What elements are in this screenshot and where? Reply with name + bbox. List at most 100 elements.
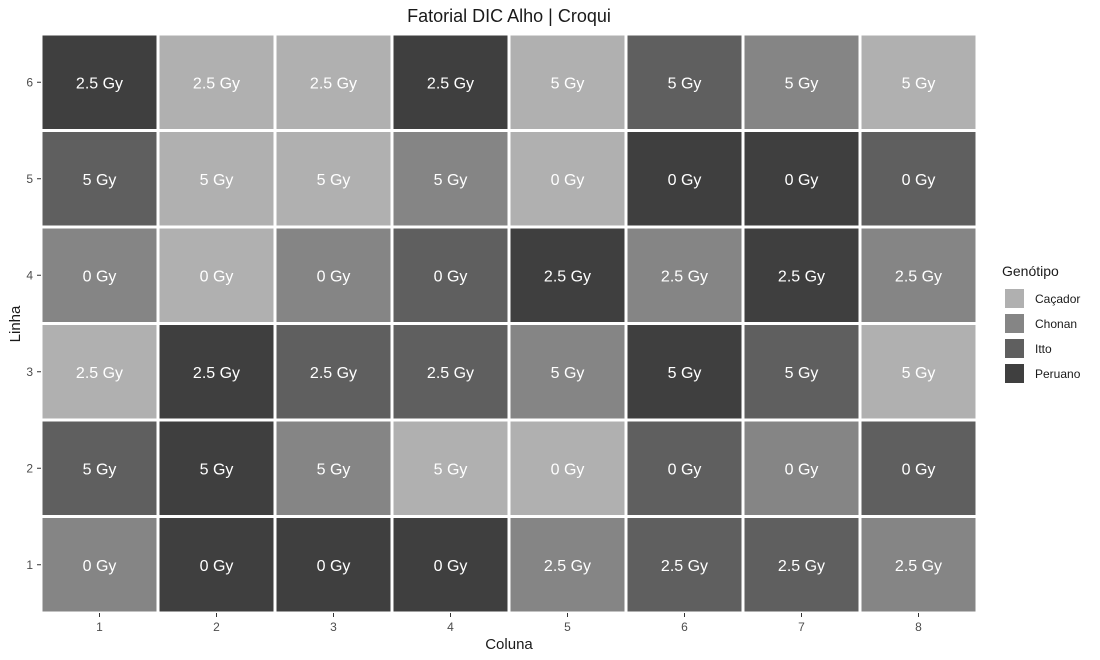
x-tick-label: 5 bbox=[564, 620, 571, 634]
plot-cell bbox=[858, 32, 979, 132]
cell-label: 0 Gy bbox=[668, 172, 702, 189]
y-axis-title: Linha bbox=[7, 305, 24, 342]
cell-label: 2.5 Gy bbox=[661, 268, 708, 285]
y-tick-label: 5 bbox=[26, 172, 33, 186]
cell-label: 0 Gy bbox=[902, 172, 936, 189]
cell-label: 5 Gy bbox=[668, 75, 702, 92]
cell-label: 0 Gy bbox=[317, 268, 351, 285]
cell-label: 5 Gy bbox=[902, 75, 936, 92]
cell-label: 5 Gy bbox=[83, 172, 117, 189]
y-tick-label: 3 bbox=[26, 365, 33, 379]
cell-label: 5 Gy bbox=[785, 75, 819, 92]
plot-cell bbox=[273, 322, 394, 422]
cell-label: 5 Gy bbox=[83, 461, 117, 478]
plot-cell bbox=[624, 225, 745, 325]
cell-label: 2.5 Gy bbox=[544, 558, 591, 575]
plot-cell bbox=[390, 515, 511, 615]
legend: Genótipo Caçador Chonan Itto Peruano bbox=[1002, 263, 1081, 383]
legend-key bbox=[1005, 364, 1024, 383]
y-tick-label: 2 bbox=[26, 461, 33, 475]
legend-key bbox=[1005, 289, 1024, 308]
cell-label: 0 Gy bbox=[83, 268, 117, 285]
plot-cell bbox=[273, 418, 394, 518]
cell-label: 0 Gy bbox=[434, 268, 468, 285]
cell-label: 2.5 Gy bbox=[193, 365, 240, 382]
cells-layer: 2.5 Gy 2.5 Gy 2.5 Gy 2.5 Gy 5 Gy 5 Gy 5 Gy 5 Gy… bbox=[39, 32, 979, 615]
cell-label: 0 Gy bbox=[200, 558, 234, 575]
x-tick-label: 3 bbox=[330, 620, 337, 634]
cell-label: 2.5 Gy bbox=[778, 268, 825, 285]
cell-label: 0 Gy bbox=[668, 461, 702, 478]
plot-cell bbox=[273, 129, 394, 229]
plot-cell bbox=[858, 418, 979, 518]
cell-label: 0 Gy bbox=[317, 558, 351, 575]
cell-label: 0 Gy bbox=[785, 461, 819, 478]
cell-label: 5 Gy bbox=[317, 461, 351, 478]
plot-cell bbox=[390, 225, 511, 325]
plot-cell bbox=[741, 129, 862, 229]
cell-label: 5 Gy bbox=[200, 172, 234, 189]
cell-label: 5 Gy bbox=[434, 461, 468, 478]
plot-cell bbox=[156, 322, 277, 422]
legend-label: Caçador bbox=[1035, 292, 1080, 306]
cell-label: 5 Gy bbox=[434, 172, 468, 189]
cell-label: 2.5 Gy bbox=[76, 365, 123, 382]
y-tick-label: 1 bbox=[26, 558, 33, 572]
ticks-layer: 1 2 3 4 5 6 7 8 1 2 3 4 5 6 bbox=[26, 75, 922, 634]
legend-title: Genótipo bbox=[1002, 263, 1059, 279]
cell-label: 5 Gy bbox=[902, 365, 936, 382]
legend-key bbox=[1005, 339, 1024, 358]
cell-label: 5 Gy bbox=[317, 172, 351, 189]
x-tick-label: 1 bbox=[96, 620, 103, 634]
y-tick-label: 6 bbox=[26, 75, 33, 89]
cell-label: 0 Gy bbox=[551, 172, 585, 189]
cell-label: 2.5 Gy bbox=[310, 365, 357, 382]
plot-cell bbox=[624, 32, 745, 132]
plot-cell bbox=[741, 32, 862, 132]
plot-cell bbox=[390, 129, 511, 229]
cell-label: 2.5 Gy bbox=[427, 75, 474, 92]
legend-label: Peruano bbox=[1035, 367, 1081, 381]
cell-label: 2.5 Gy bbox=[193, 75, 240, 92]
x-axis-title: Coluna bbox=[485, 636, 533, 653]
plot-cell bbox=[624, 322, 745, 422]
cell-label: 0 Gy bbox=[551, 461, 585, 478]
cell-label: 2.5 Gy bbox=[895, 268, 942, 285]
plot-cell bbox=[858, 129, 979, 229]
plot-cell bbox=[39, 225, 160, 325]
y-tick-label: 4 bbox=[26, 268, 33, 282]
cell-label: 2.5 Gy bbox=[544, 268, 591, 285]
x-tick-label: 2 bbox=[213, 620, 220, 634]
legend-entries: Caçador Chonan Itto Peruano bbox=[1005, 289, 1081, 383]
plot-cell bbox=[624, 515, 745, 615]
cell-label: 5 Gy bbox=[551, 75, 585, 92]
plot-cell bbox=[858, 225, 979, 325]
plot-cell bbox=[741, 322, 862, 422]
x-tick-label: 4 bbox=[447, 620, 454, 634]
cell-label: 0 Gy bbox=[434, 558, 468, 575]
plot-cell bbox=[858, 322, 979, 422]
cell-label: 2.5 Gy bbox=[310, 75, 357, 92]
plot-cell bbox=[741, 418, 862, 518]
plot-cell bbox=[390, 32, 511, 132]
plot-cell bbox=[741, 225, 862, 325]
x-tick-label: 6 bbox=[681, 620, 688, 634]
cell-label: 0 Gy bbox=[83, 558, 117, 575]
cell-label: 2.5 Gy bbox=[778, 558, 825, 575]
cell-label: 5 Gy bbox=[551, 365, 585, 382]
x-tick-label: 7 bbox=[798, 620, 805, 634]
cell-label: 2.5 Gy bbox=[76, 75, 123, 92]
cell-label: 5 Gy bbox=[200, 461, 234, 478]
cell-label: 2.5 Gy bbox=[661, 558, 708, 575]
plot-cell bbox=[858, 515, 979, 615]
cell-label: 0 Gy bbox=[902, 461, 936, 478]
legend-label: Chonan bbox=[1035, 317, 1077, 331]
cell-label: 0 Gy bbox=[200, 268, 234, 285]
legend-label: Itto bbox=[1035, 342, 1052, 356]
cell-label: 0 Gy bbox=[785, 172, 819, 189]
chart-title: Fatorial DIC Alho | Croqui bbox=[407, 6, 611, 26]
x-tick-label: 8 bbox=[915, 620, 922, 634]
legend-key bbox=[1005, 314, 1024, 333]
cell-label: 2.5 Gy bbox=[895, 558, 942, 575]
